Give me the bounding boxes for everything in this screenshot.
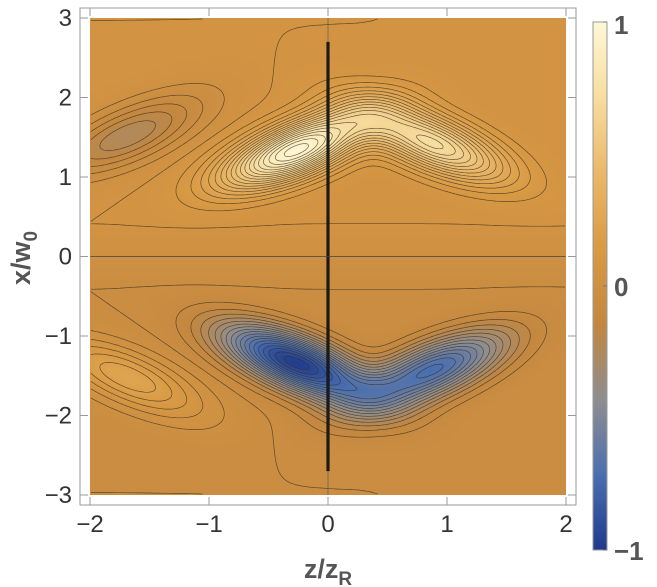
y-axis-title-sub: 0 xyxy=(21,231,42,242)
x-tick-label: −1 xyxy=(195,511,222,538)
y-axis-title-main: x/w xyxy=(6,241,36,286)
contour-line xyxy=(274,351,319,375)
x-tick-label: 1 xyxy=(440,511,453,538)
y-axis: −3 −2 −1 0 1 2 3 xyxy=(45,5,576,509)
contour-line xyxy=(225,326,491,414)
contour-line xyxy=(244,110,464,178)
y-tick-label: 2 xyxy=(59,85,72,112)
contour-line xyxy=(208,90,511,196)
contour-line xyxy=(90,103,547,438)
contour-line xyxy=(253,340,444,392)
contour-line xyxy=(90,94,566,495)
x-axis-title-main: z/z xyxy=(304,554,339,584)
contour-line xyxy=(240,106,471,180)
x-tick-label: 2 xyxy=(559,511,572,538)
contour-line xyxy=(214,320,504,420)
contour-line xyxy=(99,120,520,427)
contour-line xyxy=(258,127,341,171)
colorbar-label: 0 xyxy=(614,272,628,302)
contour-line xyxy=(235,104,478,182)
contour-line xyxy=(90,75,547,410)
contour-line xyxy=(240,333,471,407)
contour-line xyxy=(230,328,484,412)
x-tick-label: 0 xyxy=(321,511,334,538)
contour-line xyxy=(220,323,497,417)
x-tick-label: −2 xyxy=(76,511,103,538)
y-tick-label: 1 xyxy=(59,164,72,191)
contour-line xyxy=(248,338,456,400)
contour-line xyxy=(283,143,310,157)
contour-line xyxy=(244,335,464,403)
contour-line xyxy=(235,331,478,409)
contour-line xyxy=(90,18,566,419)
contour-line xyxy=(268,134,326,165)
x-axis-title: z/zR xyxy=(304,554,353,587)
y-tick-label: −2 xyxy=(45,403,72,430)
x-axis: −2 −1 0 1 2 xyxy=(76,8,573,538)
contour-line xyxy=(258,342,341,386)
contour-line xyxy=(220,96,497,190)
contour-line xyxy=(225,99,491,187)
colorbar-ticks: 1 0 −1 xyxy=(603,10,644,566)
contour-line xyxy=(274,138,319,162)
contour-line xyxy=(263,345,333,382)
contour-line xyxy=(263,131,333,168)
y-tick-label: −3 xyxy=(45,482,72,509)
colorbar-label: 1 xyxy=(614,10,628,40)
contour-line xyxy=(208,317,511,423)
y-tick-label: −1 xyxy=(45,323,72,350)
contour-lines xyxy=(90,18,566,495)
x-axis-title-sub: R xyxy=(338,569,352,587)
contour-line xyxy=(90,82,531,402)
contour-line xyxy=(253,121,444,173)
y-axis-title: x/w0 xyxy=(6,231,42,285)
colorbar-label: −1 xyxy=(614,536,644,566)
contour-line xyxy=(99,86,520,393)
contour-line xyxy=(248,113,456,175)
contour-line xyxy=(268,348,326,379)
contour-line xyxy=(90,111,531,431)
colorbar: 1 0 −1 xyxy=(592,10,644,566)
contour-line xyxy=(230,101,484,185)
plot-area xyxy=(79,7,577,506)
contour-line xyxy=(214,93,504,193)
y-tick-label: 0 xyxy=(59,244,72,271)
contour-line xyxy=(283,356,310,370)
y-tick-label: 3 xyxy=(59,5,72,32)
